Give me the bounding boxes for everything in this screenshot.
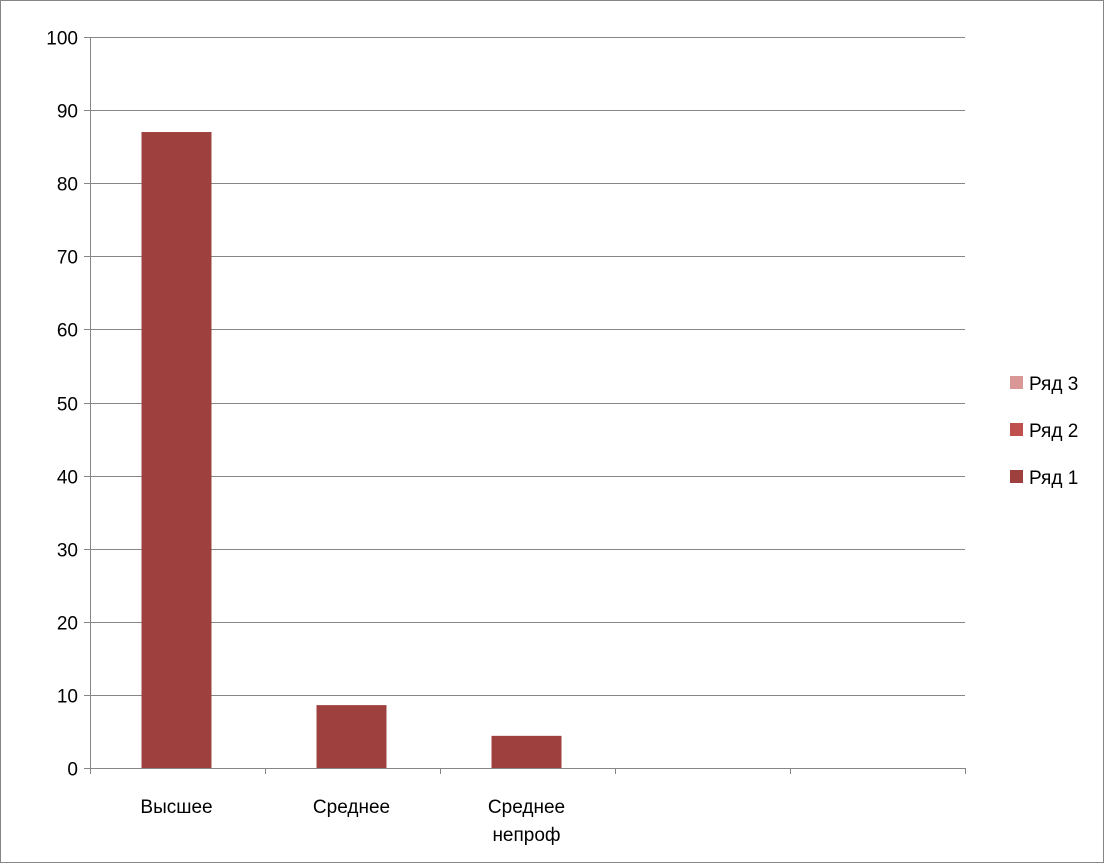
- y-tick-label: 30: [57, 541, 78, 562]
- x-tick-label: Среднее: [313, 797, 390, 818]
- legend-swatch: [1010, 470, 1023, 483]
- legend-swatch: [1010, 423, 1023, 436]
- bar-ряд-1-1: [316, 705, 387, 768]
- x-tick-label: Высшее: [140, 797, 212, 818]
- bar-ряд-1-0: [141, 132, 212, 768]
- y-tick-label: 40: [57, 468, 78, 489]
- y-tick-label: 10: [57, 687, 78, 708]
- y-tick-label: 50: [57, 395, 78, 416]
- gridlines: [90, 37, 965, 696]
- x-tick-label: Среднее непроф: [488, 797, 565, 846]
- legend-label: Ряд 1: [1029, 468, 1078, 489]
- y-tick-label: 80: [57, 175, 78, 196]
- axes: [84, 37, 966, 774]
- y-tick-label: 90: [57, 102, 78, 123]
- y-tick-label: 0: [67, 760, 78, 781]
- y-tick-labels: 0 10 20 30 40 50 60 70 80 90 100: [46, 29, 78, 781]
- y-tick-label: 20: [57, 614, 78, 635]
- y-tick-label: 60: [57, 321, 78, 342]
- legend-label: Ряд 2: [1029, 421, 1078, 442]
- bars: [141, 132, 562, 768]
- y-tick-label: 100: [46, 29, 78, 50]
- bar-ряд-1-2: [491, 735, 562, 768]
- legend-label: Ряд 3: [1029, 374, 1078, 395]
- legend-swatch: [1010, 376, 1023, 389]
- x-tick-labels: Высшее Среднее Среднее непроф: [140, 797, 565, 846]
- legend: Ряд 3 Ряд 2 Ряд 1: [1010, 374, 1078, 489]
- y-tick-label: 70: [57, 248, 78, 269]
